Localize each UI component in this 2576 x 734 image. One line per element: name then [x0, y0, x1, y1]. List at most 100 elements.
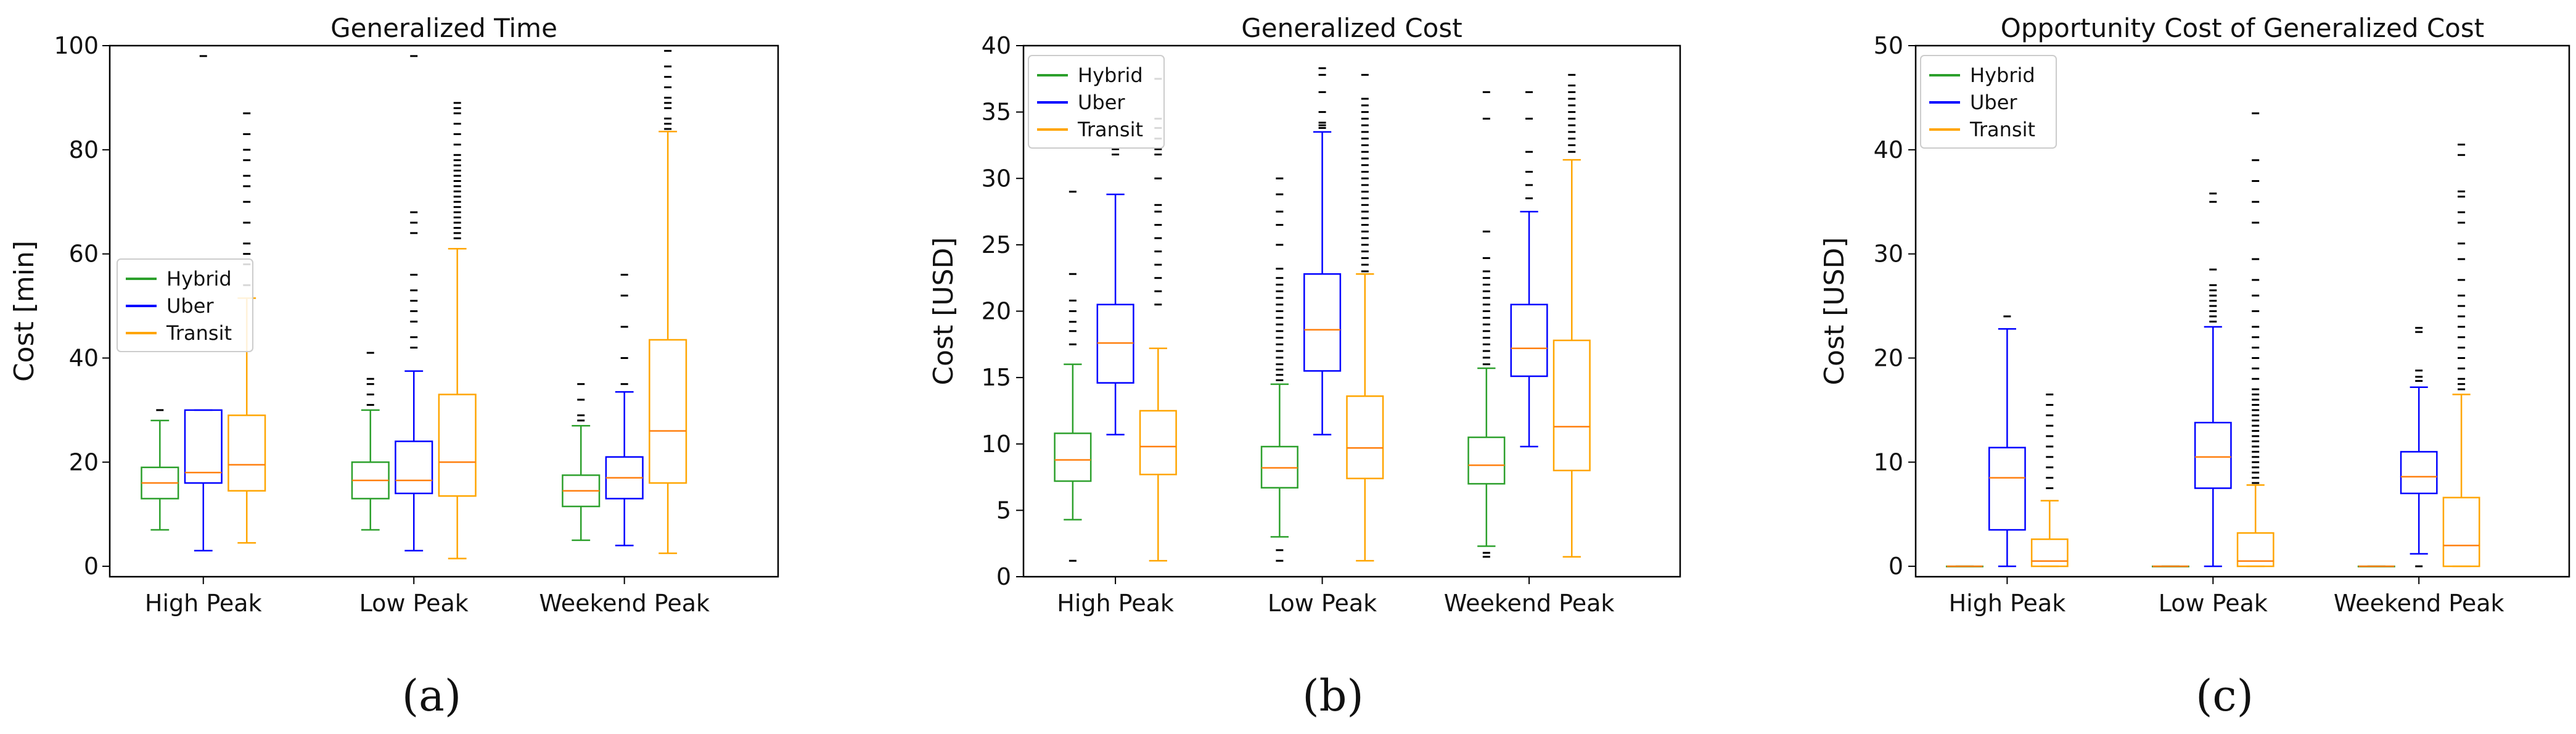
- y-tick-label: 0: [996, 563, 1011, 590]
- legend-label-transit: Transit: [1077, 118, 1143, 141]
- x-tick-label: Low Peak: [359, 590, 469, 617]
- y-tick-label: 35: [982, 99, 1011, 126]
- y-tick-label: 80: [69, 136, 99, 163]
- y-tick-label: 0: [84, 553, 99, 580]
- box-uber-low-peak: [395, 55, 433, 552]
- legend-frame: [117, 258, 253, 352]
- series-transit: [228, 49, 687, 559]
- iqr-box: [1054, 432, 1092, 482]
- y-tick-label: 20: [69, 448, 99, 476]
- iqr-box: [649, 339, 687, 484]
- box-hybrid-low-peak: [351, 352, 390, 531]
- series-uber: [1096, 67, 1548, 448]
- chart-panel-a: Generalized Time 0 20 40 60 80 100 Cost [min] Hi…: [9, 13, 779, 721]
- plot-frame: [109, 44, 779, 578]
- box-uber-high-peak: [1988, 315, 2026, 567]
- legend-label-uber: Uber: [166, 294, 214, 318]
- box-transit-low-peak: [2236, 112, 2275, 567]
- y-tick-label: 30: [1874, 241, 1903, 268]
- x-tick-label: Weekend Peak: [2334, 590, 2504, 617]
- panel-caption: (c): [2196, 670, 2254, 721]
- x-tick-label: High Peak: [1949, 590, 2066, 617]
- iqr-box: [184, 409, 223, 484]
- box-uber-weekend-peak: [2400, 327, 2438, 567]
- legend-label-transit: Transit: [1969, 118, 2035, 141]
- iqr-box: [2194, 421, 2232, 489]
- box-hybrid-weekend-peak: [1467, 91, 1506, 558]
- box-transit-high-peak: [2030, 394, 2069, 567]
- iqr-box: [2442, 497, 2480, 567]
- box-hybrid-high-peak: [141, 409, 179, 531]
- box-transit-low-peak: [438, 102, 477, 559]
- y-tick-label: 50: [1874, 32, 1903, 59]
- series-transit: [1139, 73, 1591, 562]
- legend: Hybrid Uber Transit: [1920, 55, 2057, 149]
- chart-panel-c: Opportunity Cost of Generalized Cost 0 10 2…: [1819, 13, 2570, 721]
- iqr-box: [2236, 532, 2275, 567]
- series-uber: [184, 55, 644, 552]
- iqr-box: [1346, 395, 1384, 479]
- panel-caption: (b): [1302, 670, 1363, 721]
- series-hybrid: [1054, 91, 1506, 562]
- iqr-box: [2030, 538, 2069, 567]
- x-tick-label: Weekend Peak: [1444, 590, 1615, 617]
- y-tick-label: 15: [982, 364, 1011, 391]
- y-tick-label: 20: [1874, 344, 1903, 371]
- series-hybrid: [1946, 565, 2395, 567]
- legend: Hybrid Uber Transit: [117, 258, 253, 352]
- y-tick-label: 5: [996, 497, 1011, 524]
- box-uber-high-peak: [184, 55, 223, 552]
- box-uber-weekend-peak: [1510, 91, 1548, 448]
- iqr-box: [1988, 447, 2026, 531]
- box-hybrid-weekend-peak: [562, 383, 601, 542]
- iqr-box: [2400, 451, 2438, 495]
- y-tick-label: 20: [982, 298, 1011, 325]
- series-uber: [1988, 192, 2438, 567]
- y-tick-label: 10: [982, 431, 1011, 458]
- iqr-box: [228, 414, 266, 492]
- box-transit-low-peak: [1346, 73, 1384, 562]
- box-uber-low-peak: [2194, 192, 2232, 567]
- y-tick-label: 25: [982, 231, 1011, 258]
- x-tick-label: Low Peak: [1268, 590, 1377, 617]
- y-axis-label: Cost [min]: [9, 241, 40, 382]
- chart-title: Generalized Time: [330, 13, 557, 43]
- x-tick-label: Weekend Peak: [539, 590, 710, 617]
- iqr-box: [438, 394, 477, 497]
- legend-label-transit: Transit: [166, 321, 232, 345]
- y-tick-label: 40: [1874, 136, 1903, 163]
- box-transit-weekend-peak: [2442, 143, 2480, 567]
- box-hybrid-low-peak: [1260, 177, 1298, 562]
- y-tick-label: 40: [69, 344, 99, 371]
- panel-caption: (a): [402, 670, 461, 721]
- legend-frame: [1920, 55, 2057, 149]
- legend-label-hybrid: Hybrid: [1970, 64, 2035, 87]
- iqr-box: [1510, 303, 1548, 377]
- iqr-box: [395, 440, 433, 495]
- legend-label-hybrid: Hybrid: [166, 267, 232, 291]
- box-transit-weekend-peak: [1553, 73, 1591, 558]
- x-tick-label: High Peak: [1057, 590, 1174, 617]
- plot-frame: [1914, 44, 2570, 578]
- box-hybrid-high-peak: [1946, 565, 1983, 567]
- y-tick-label: 60: [69, 241, 99, 268]
- iqr-box: [1553, 339, 1591, 472]
- plot-frame: [1022, 44, 1681, 578]
- chart-title: Generalized Cost: [1241, 13, 1462, 43]
- iqr-box: [1303, 273, 1342, 372]
- chart-title: Opportunity Cost of Generalized Cost: [2001, 13, 2484, 43]
- box-hybrid-weekend-peak: [2357, 565, 2395, 567]
- legend-label-hybrid: Hybrid: [1078, 64, 1143, 87]
- x-tick-label: Low Peak: [2159, 590, 2268, 617]
- chart-panel-b: Generalized Cost 0 5 10 15 20 25 30 35 40 Cost [US…: [928, 13, 1681, 721]
- box-uber-low-peak: [1303, 67, 1342, 435]
- iqr-box: [1139, 410, 1177, 476]
- iqr-box: [1467, 436, 1506, 485]
- box-transit-high-peak: [1139, 78, 1177, 562]
- y-tick-label: 10: [1874, 448, 1903, 476]
- series-hybrid: [141, 352, 601, 542]
- y-axis-label: Cost [USD]: [1819, 237, 1850, 385]
- y-tick-label: 0: [1889, 553, 1903, 580]
- legend-label-uber: Uber: [1078, 91, 1125, 114]
